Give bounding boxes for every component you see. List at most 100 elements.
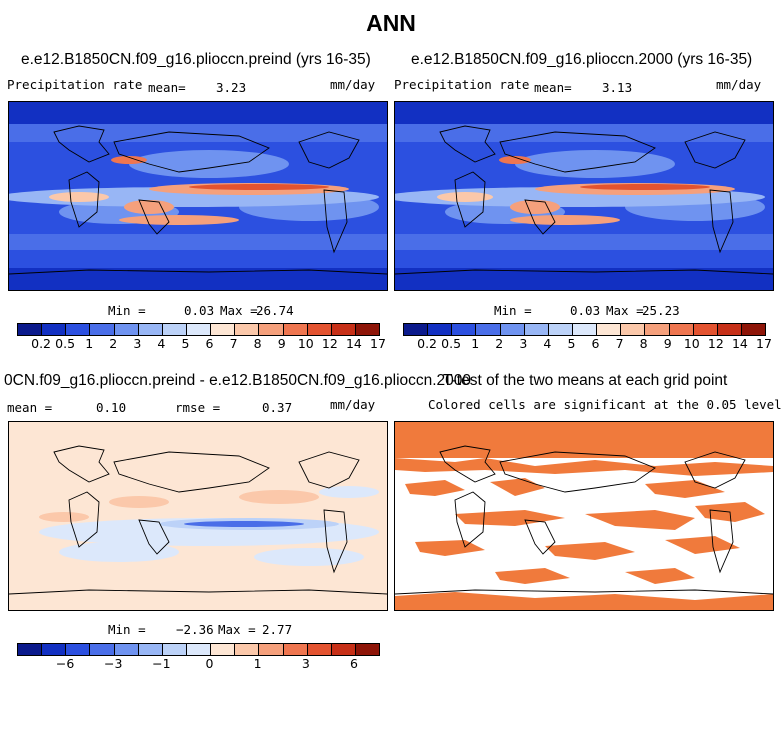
panel1-variable: Precipitation rate: [7, 77, 143, 92]
panel2-title: e.e12.B1850CN.f09_g16.plioccn.2000 (yrs …: [411, 51, 753, 68]
colorbar-swatch: [42, 324, 67, 335]
colorbar-tick-label: −1: [152, 656, 171, 671]
panel3-max-value: 2.77: [262, 622, 293, 637]
colorbar-swatch: [524, 324, 549, 335]
difference-colorbar: [17, 643, 380, 656]
continent-outline: [53, 445, 110, 483]
panel1-max-label: Max =: [220, 303, 258, 318]
panel1-mean-value: 3.23: [216, 80, 247, 95]
colorbar-tick-label: 10: [297, 336, 314, 351]
panel2-mean-value: 3.13: [602, 80, 633, 95]
colorbar-tick-label: 2: [109, 336, 118, 351]
colorbar-swatch: [235, 324, 260, 335]
colorbar-tick-label: 10: [683, 336, 700, 351]
colorbar-tick-label: 9: [277, 336, 286, 351]
colorbar-tick-label: 1: [253, 656, 262, 671]
ttest-significance-map: [394, 421, 774, 611]
colorbar-swatch: [186, 644, 212, 655]
colorbar-tick-label: 0.5: [55, 336, 76, 351]
panel1-title: e.e12.B1850CN.f09_g16.plioccn.preind (yr…: [21, 51, 371, 68]
panel4-title: T-test of the two means at each grid poi…: [443, 372, 728, 389]
panel1-min-value: 0.03: [184, 303, 215, 318]
colorbar-tick-label: 1: [471, 336, 480, 351]
colorbar-tick-label: 4: [543, 336, 552, 351]
colorbar-swatch: [572, 324, 598, 335]
colorbar-swatch: [452, 324, 477, 335]
colorbar-tick-label: 17: [756, 336, 772, 351]
main-title: ANN: [366, 10, 416, 36]
colorbar-swatch: [404, 324, 429, 335]
colorbar-swatch: [283, 324, 308, 335]
difference-colorbar-ticks: −6 −3 −1 0 1 3 6: [17, 656, 378, 672]
colorbar-swatch: [428, 324, 453, 335]
colorbar-swatch: [283, 644, 308, 655]
precip-colorbar-preind: [17, 323, 380, 336]
panel3-max-label: Max =: [218, 622, 256, 637]
colorbar-swatch: [259, 324, 284, 335]
colorbar-swatch: [114, 324, 139, 335]
panel2-variable: Precipitation rate: [394, 77, 530, 92]
colorbar-swatch: [645, 324, 670, 335]
colorbar-tick-label: 2: [495, 336, 504, 351]
colorbar-tick-label: 14: [731, 336, 748, 351]
panel3-title: 0CN.f09_g16.plioccn.preind - e.e12.B1850…: [4, 372, 472, 389]
panel2-max-value: 25.23: [642, 303, 680, 318]
colorbar-tick-label: 3: [301, 656, 310, 671]
colorbar-swatch: [90, 644, 115, 655]
colorbar-swatch: [597, 324, 622, 335]
colorbar-swatch: [211, 644, 236, 655]
panel1-min-label: Min =: [108, 303, 146, 318]
colorbar-tick-label: 8: [253, 336, 262, 351]
colorbar-tick-label: 4: [157, 336, 166, 351]
colorbar-tick-label: 8: [639, 336, 648, 351]
panel2-min-label: Min =: [494, 303, 532, 318]
colorbar-tick-label: 0.5: [441, 336, 462, 351]
colorbar-swatch: [235, 644, 260, 655]
colorbar-tick-label: 7: [615, 336, 624, 351]
colorbar-tick-label: 9: [663, 336, 672, 351]
colorbar-tick-label: 12: [321, 336, 338, 351]
panel3-mean-value: 0.10: [96, 400, 127, 415]
colorbar-tick-label: 1: [85, 336, 94, 351]
colorbar-swatch: [355, 644, 380, 655]
panel1-units: mm/day: [330, 77, 376, 92]
panel2-units: mm/day: [716, 77, 762, 92]
colorbar-tick-label: 17: [370, 336, 386, 351]
colorbar-tick-label: 14: [345, 336, 362, 351]
colorbar-swatch: [476, 324, 501, 335]
precip-colorbar-ticks-2000: 0.2 0.5 1 2 3 4 5 6 7 8 9 10 12 14 17: [403, 336, 772, 352]
colorbar-swatch: [138, 644, 163, 655]
colorbar-swatch: [42, 644, 67, 655]
precip-difference-map: [8, 421, 388, 611]
panel3-min-value: −2.36: [176, 622, 214, 637]
continent-outline: [439, 445, 496, 483]
panel3-mean-label: mean =: [7, 400, 53, 415]
colorbar-swatch: [331, 324, 356, 335]
colorbar-tick-label: 0: [205, 656, 214, 671]
colorbar-tick-label: −6: [55, 656, 75, 671]
colorbar-swatch: [18, 324, 43, 335]
colorbar-swatch: [307, 644, 332, 655]
continent-outline: [53, 125, 110, 163]
colorbar-swatch: [548, 324, 573, 335]
colorbar-tick-label: 0.2: [31, 336, 52, 351]
panel3-rmse-label: rmse =: [175, 400, 221, 415]
colorbar-tick-label: 6: [205, 336, 214, 351]
colorbar-swatch: [138, 324, 163, 335]
precip-colorbar-ticks-preind: 0.2 0.5 1 2 3 4 5 6 7 8 9 10 12 14 17: [17, 336, 386, 352]
colorbar-swatch: [693, 324, 718, 335]
panel4-subtitle: Colored cells are significant at the 0.0…: [428, 397, 782, 412]
colorbar-swatch: [66, 324, 91, 335]
colorbar-tick-label: −3: [104, 656, 123, 671]
continent-outline: [439, 125, 496, 163]
colorbar-tick-label: 0.2: [417, 336, 438, 351]
panel2-mean-label: mean=: [534, 80, 572, 95]
colorbar-tick-label: 6: [591, 336, 600, 351]
colorbar-swatch: [331, 644, 356, 655]
colorbar-swatch: [669, 324, 694, 335]
colorbar-tick-label: 7: [229, 336, 238, 351]
colorbar-swatch: [211, 324, 236, 335]
colorbar-swatch: [717, 324, 742, 335]
colorbar-swatch: [114, 644, 139, 655]
colorbar-swatch: [307, 324, 332, 335]
